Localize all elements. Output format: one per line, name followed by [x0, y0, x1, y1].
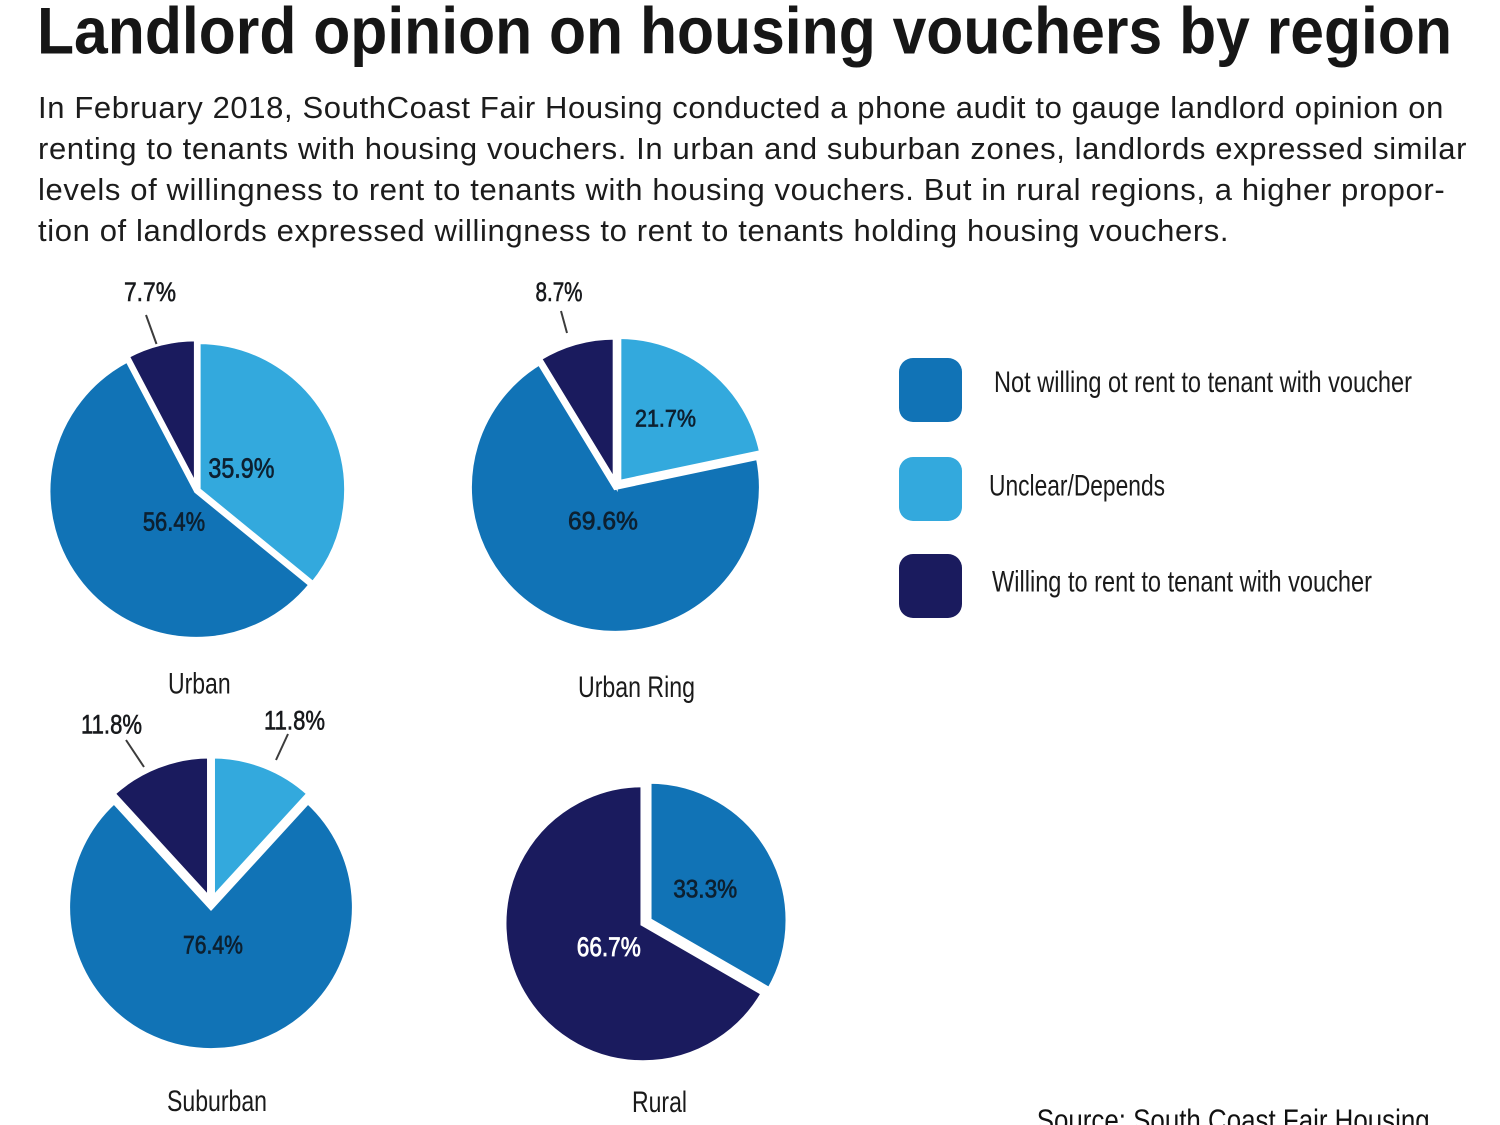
- svg-text:33.3%: 33.3%: [673, 876, 737, 904]
- svg-text:Willing to rent to tenant with: Willing to rent to tenant with voucher: [992, 566, 1372, 599]
- svg-text:76.4%: 76.4%: [183, 932, 243, 960]
- svg-text:Urban Ring: Urban Ring: [578, 671, 695, 704]
- svg-text:Urban: Urban: [168, 667, 231, 700]
- svg-text:8.7%: 8.7%: [536, 277, 583, 307]
- svg-text:11.8%: 11.8%: [264, 706, 325, 736]
- svg-text:Not willing ot rent to tenant: Not willing ot rent to tenant with vouch…: [994, 366, 1412, 399]
- svg-text:11.8%: 11.8%: [81, 710, 142, 740]
- svg-text:Unclear/Depends: Unclear/Depends: [989, 469, 1165, 502]
- svg-text:56.4%: 56.4%: [143, 507, 205, 537]
- svg-text:Rural: Rural: [632, 1086, 687, 1119]
- svg-text:69.6%: 69.6%: [568, 508, 638, 536]
- svg-text:Landlord opinion on housing vo: Landlord opinion on housing vouchers by …: [37, 0, 1452, 68]
- svg-text:7.7%: 7.7%: [124, 277, 176, 307]
- svg-text:Suburban: Suburban: [167, 1085, 267, 1118]
- svg-text:66.7%: 66.7%: [577, 932, 641, 962]
- svg-text:21.7%: 21.7%: [635, 405, 696, 432]
- svg-text:35.9%: 35.9%: [208, 452, 274, 483]
- svg-text:Source: South Coast Fair Housi: Source: South Coast Fair Housing: [1037, 1103, 1430, 1125]
